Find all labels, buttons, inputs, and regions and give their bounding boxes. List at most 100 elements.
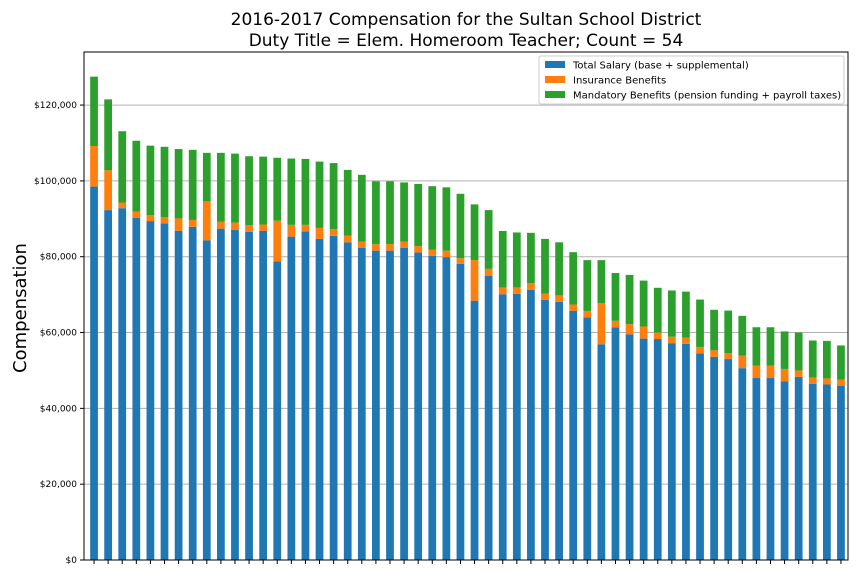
bar-segment-insurance-benefits bbox=[202, 201, 211, 241]
bar-segment-total-salary bbox=[611, 327, 620, 560]
bar-segment-mandatory-benefits bbox=[259, 156, 268, 225]
bar-segment-insurance-benefits bbox=[808, 377, 817, 384]
bar-segment-total-salary bbox=[329, 235, 338, 560]
bar-segment-insurance-benefits bbox=[188, 219, 197, 227]
bar-segment-insurance-benefits bbox=[837, 379, 845, 386]
bar-segment-total-salary bbox=[428, 255, 437, 560]
bar-segment-total-salary bbox=[245, 231, 253, 560]
bar-segment-total-salary bbox=[301, 231, 310, 560]
bar-segment-insurance-benefits bbox=[625, 324, 634, 335]
bar-segment-insurance-benefits bbox=[696, 346, 704, 354]
bar-segment-mandatory-benefits bbox=[653, 287, 662, 333]
bar-segment-total-salary bbox=[217, 228, 225, 560]
y-tick-label: $80,000 bbox=[40, 253, 77, 263]
bar-segment-total-salary bbox=[639, 338, 648, 560]
bar-segment-total-salary bbox=[541, 299, 549, 560]
bar-segment-mandatory-benefits bbox=[456, 193, 465, 259]
bar-segment-mandatory-benefits bbox=[90, 76, 98, 147]
bar-segment-mandatory-benefits bbox=[710, 309, 718, 351]
bar-segment-mandatory-benefits bbox=[837, 345, 845, 380]
bar-segment-insurance-benefits bbox=[738, 355, 747, 369]
bar-segment-total-salary bbox=[442, 257, 451, 560]
legend-label-mandatory: Mandatory Benefits (pension funding + pa… bbox=[573, 91, 841, 102]
bar-segment-insurance-benefits bbox=[724, 353, 733, 360]
bar-segment-insurance-benefits bbox=[386, 244, 394, 251]
bar-segment-insurance-benefits bbox=[174, 218, 183, 231]
bar-segment-total-salary bbox=[752, 378, 761, 560]
bar-segment-mandatory-benefits bbox=[738, 315, 747, 356]
y-axis-ticks: $0 $20,000 $40,000 $60,000 $80,000 $100,000 $1… bbox=[34, 101, 84, 566]
bar-segment-total-salary bbox=[822, 384, 831, 560]
bar-segment-insurance-benefits bbox=[414, 246, 423, 253]
bar-segment-mandatory-benefits bbox=[118, 131, 127, 203]
bar-segment-insurance-benefits bbox=[752, 365, 761, 379]
bar-segment-mandatory-benefits bbox=[541, 238, 549, 294]
bar-segment-insurance-benefits bbox=[329, 229, 338, 236]
bar-segment-mandatory-benefits bbox=[780, 331, 789, 369]
bar-segment-total-salary bbox=[653, 338, 662, 560]
bar-segment-mandatory-benefits bbox=[822, 340, 831, 379]
bar-segment-insurance-benefits bbox=[428, 249, 437, 256]
bar-segment-total-salary bbox=[104, 210, 113, 560]
bar-segment-total-salary bbox=[400, 248, 408, 560]
bar-segment-insurance-benefits bbox=[541, 293, 549, 300]
bar-segment-mandatory-benefits bbox=[597, 260, 606, 303]
x-axis-ticks bbox=[93, 560, 842, 564]
bar-segment-mandatory-benefits bbox=[386, 181, 394, 245]
bar-segment-total-salary bbox=[667, 343, 676, 560]
bar-segment-total-salary bbox=[484, 275, 493, 560]
bar-segment-total-salary bbox=[597, 344, 606, 560]
bar-segment-insurance-benefits bbox=[639, 326, 648, 339]
y-tick-label: $20,000 bbox=[40, 480, 77, 490]
bar-segment-total-salary bbox=[625, 334, 634, 560]
legend-swatch-mandatory bbox=[545, 91, 565, 98]
bar-segment-mandatory-benefits bbox=[639, 280, 648, 327]
bar-segment-mandatory-benefits bbox=[231, 153, 239, 223]
bar-segment-insurance-benefits bbox=[470, 260, 479, 301]
chart-title-line-2: Duty Title = Elem. Homeroom Teacher; Cou… bbox=[249, 31, 684, 51]
bar-segment-total-salary bbox=[569, 310, 578, 560]
bar-segment-total-salary bbox=[118, 208, 127, 560]
bar-segment-total-salary bbox=[273, 261, 282, 560]
bar-segment-insurance-benefits bbox=[569, 304, 578, 311]
bar-segment-total-salary bbox=[512, 293, 521, 560]
bar-segment-total-salary bbox=[90, 186, 98, 560]
bar-segment-mandatory-benefits bbox=[132, 140, 141, 212]
y-tick-label: $40,000 bbox=[40, 404, 77, 414]
bar-segment-mandatory-benefits bbox=[329, 163, 338, 230]
bar-segment-total-salary bbox=[456, 263, 465, 560]
bar-segment-insurance-benefits bbox=[484, 268, 493, 276]
bar-segment-total-salary bbox=[287, 236, 296, 560]
y-tick-label: $60,000 bbox=[40, 329, 77, 339]
bar-segment-mandatory-benefits bbox=[724, 310, 733, 354]
bar-segment-total-salary bbox=[343, 242, 352, 560]
bar-segment-total-salary bbox=[766, 378, 775, 560]
bar-segment-insurance-benefits bbox=[357, 241, 366, 248]
bar-segment-total-salary bbox=[794, 376, 803, 560]
bar-segment-mandatory-benefits bbox=[160, 146, 169, 218]
bar-segment-mandatory-benefits bbox=[188, 149, 197, 220]
bar-segment-total-salary bbox=[386, 250, 394, 560]
bar-segment-mandatory-benefits bbox=[555, 242, 563, 296]
legend-swatch-insurance bbox=[545, 76, 565, 83]
bar-segment-mandatory-benefits bbox=[428, 186, 437, 250]
bar-segment-mandatory-benefits bbox=[343, 169, 352, 236]
bar-segment-insurance-benefits bbox=[132, 211, 141, 218]
plot-area-frame bbox=[83, 51, 849, 561]
bar-segment-insurance-benefits bbox=[611, 320, 620, 328]
bar-segment-insurance-benefits bbox=[287, 224, 296, 237]
bar-segment-mandatory-benefits bbox=[696, 299, 704, 347]
y-axis-label: Compensation bbox=[10, 243, 31, 373]
bar-segment-insurance-benefits bbox=[512, 287, 521, 294]
bar-segment-insurance-benefits bbox=[498, 287, 507, 295]
bar-segment-total-salary bbox=[160, 223, 169, 561]
bar-segment-mandatory-benefits bbox=[498, 230, 507, 288]
bar-segment-total-salary bbox=[527, 289, 535, 560]
legend: Total Salary (base + supplemental) Insur… bbox=[538, 55, 845, 105]
bar-segment-mandatory-benefits bbox=[217, 152, 225, 222]
y-tick-label: $100,000 bbox=[34, 177, 77, 187]
bar-segment-mandatory-benefits bbox=[301, 158, 310, 225]
bar-segment-mandatory-benefits bbox=[372, 181, 380, 245]
bar-segment-total-salary bbox=[555, 301, 563, 560]
